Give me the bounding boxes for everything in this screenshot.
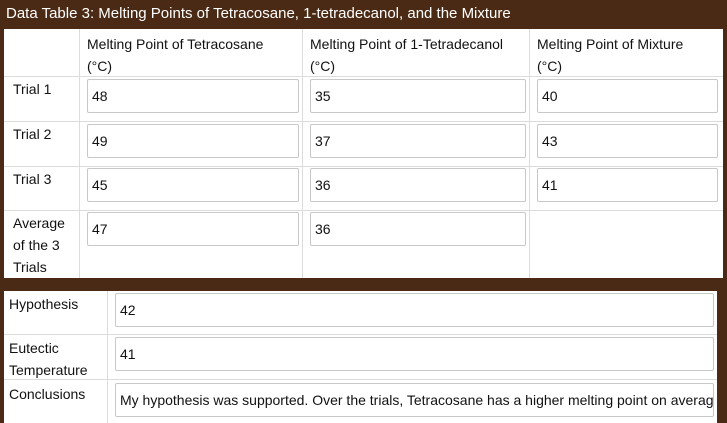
header-line: Melting Point of Mixture <box>537 36 684 52</box>
header-line: Melting Point of 1-Tetradecanol <box>310 36 503 52</box>
header-unit: (°C) <box>537 58 563 74</box>
column-header-mixture: Melting Point of Mixture (°C) <box>537 33 721 77</box>
label-line: Trials <box>13 259 47 275</box>
column-header-tetracosane: Melting Point of Tetracosane (°C) <box>87 33 299 77</box>
grid-line <box>4 166 723 167</box>
grid-line <box>79 29 80 278</box>
table-title: Data Table 3: Melting Points of Tetracos… <box>0 0 727 29</box>
eutectic-temperature-label: Eutectic Temperature <box>9 337 88 381</box>
grid-line <box>4 121 723 122</box>
average-tetracosane-input[interactable]: 47 <box>87 212 299 246</box>
grid-line <box>4 210 723 211</box>
grid-line <box>529 29 530 278</box>
grid-line <box>4 334 717 335</box>
trial-1-tetracosane-input[interactable]: 48 <box>87 79 299 113</box>
header-unit: (°C) <box>87 58 113 74</box>
data-table-3: Melting Point of Tetracosane (°C) Meltin… <box>4 29 723 278</box>
eutectic-temperature-input[interactable]: 41 <box>115 337 714 371</box>
conclusions-label: Conclusions <box>9 386 86 402</box>
grid-line <box>4 379 717 380</box>
trial-2-tetracosane-input[interactable]: 49 <box>87 124 299 158</box>
grid-line <box>107 291 108 423</box>
row-label-trial-2: Trial 2 <box>13 126 52 142</box>
label-line: Average <box>13 215 65 231</box>
row-label-average: Average of the 3 Trials <box>13 212 65 278</box>
trial-2-tetradecanol-input[interactable]: 37 <box>310 124 526 158</box>
column-header-tetradecanol: Melting Point of 1-Tetradecanol (°C) <box>310 33 528 77</box>
header-unit: (°C) <box>310 58 336 74</box>
label-line: Temperature <box>9 362 88 378</box>
trial-3-mixture-input[interactable]: 41 <box>537 168 718 202</box>
header-line: Melting Point of Tetracosane <box>87 36 264 52</box>
label-line: of the 3 <box>13 237 60 253</box>
trial-1-tetradecanol-input[interactable]: 35 <box>310 79 526 113</box>
results-table: Hypothesis 42 Eutectic Temperature 41 Co… <box>4 291 717 423</box>
hypothesis-input[interactable]: 42 <box>115 293 714 327</box>
row-label-trial-1: Trial 1 <box>13 81 52 97</box>
row-label-trial-3: Trial 3 <box>13 171 52 187</box>
trial-2-mixture-input[interactable]: 43 <box>537 124 718 158</box>
label-line: Eutectic <box>9 340 59 356</box>
trial-3-tetradecanol-input[interactable]: 36 <box>310 168 526 202</box>
trial-1-mixture-input[interactable]: 40 <box>537 79 718 113</box>
trial-3-tetracosane-input[interactable]: 45 <box>87 168 299 202</box>
conclusions-input[interactable]: My hypothesis was supported. Over the tr… <box>115 383 714 417</box>
grid-line <box>302 29 303 278</box>
average-tetradecanol-input[interactable]: 36 <box>310 212 526 246</box>
hypothesis-label: Hypothesis <box>9 296 79 312</box>
grid-line <box>4 76 723 77</box>
